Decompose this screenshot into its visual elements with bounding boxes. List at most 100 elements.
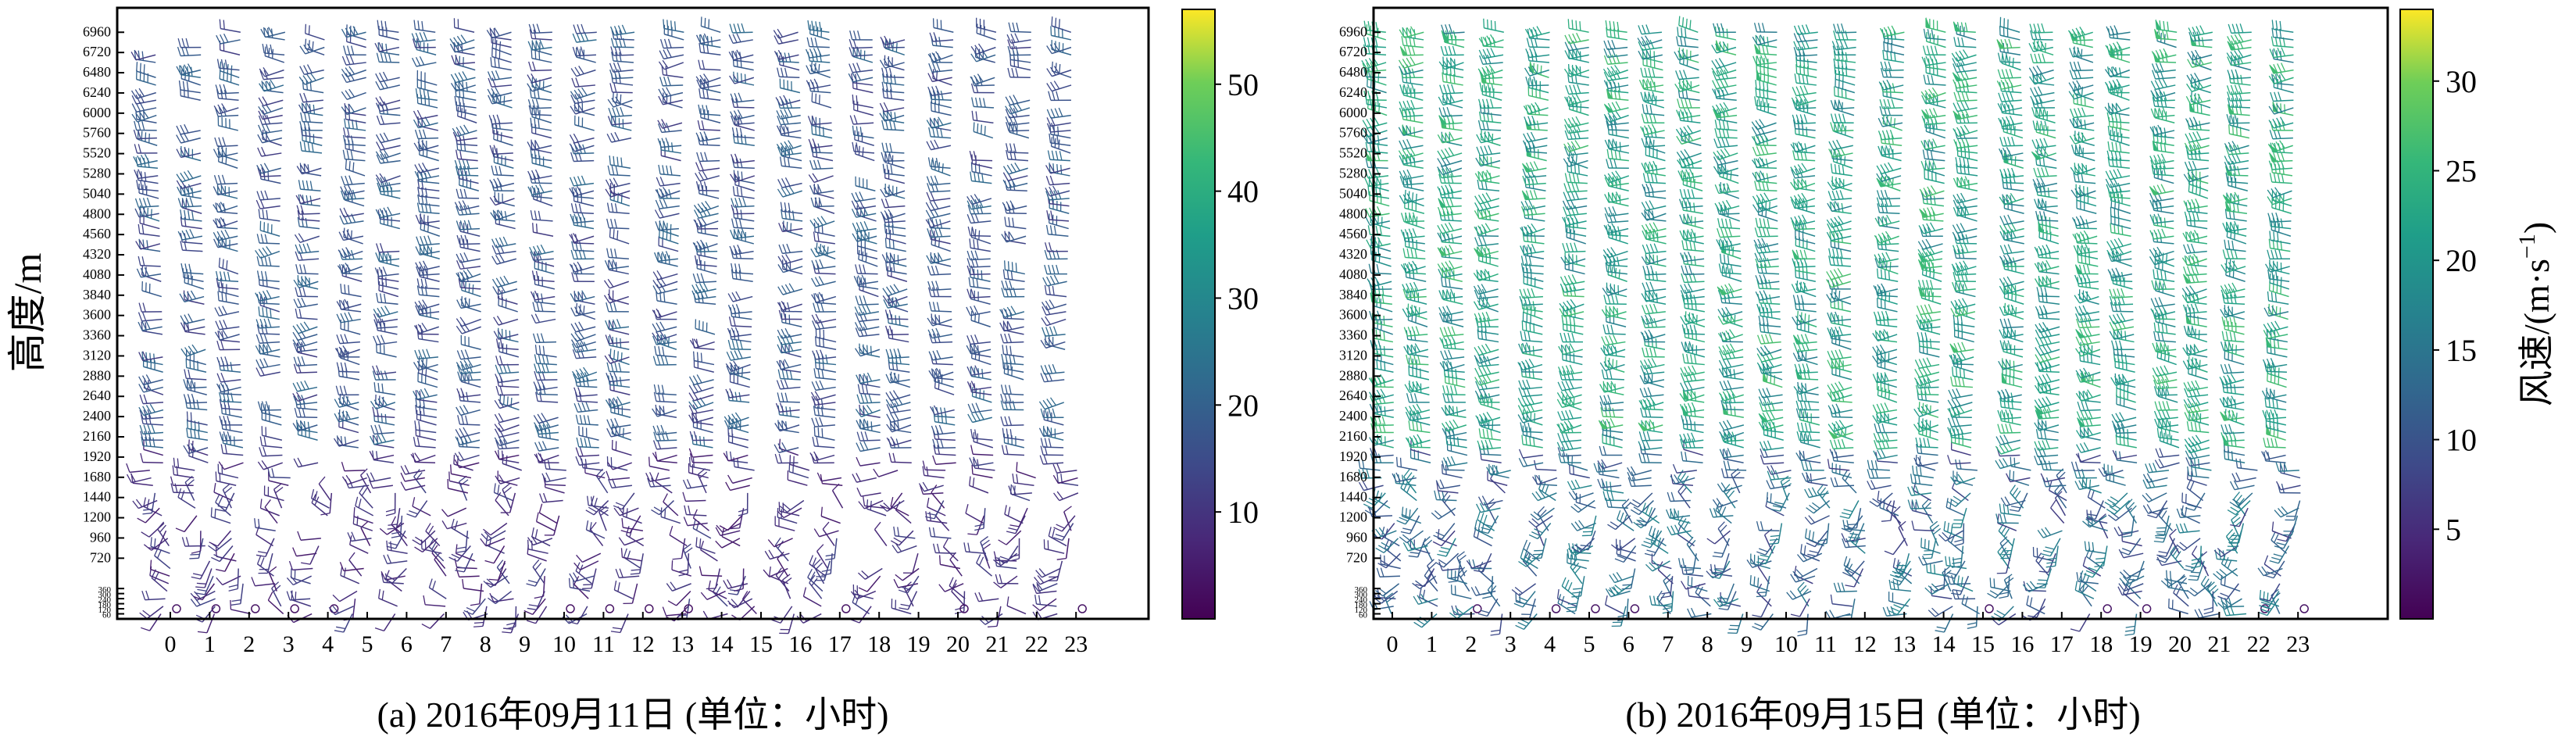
wind-barb <box>414 20 435 33</box>
wind-barb <box>294 356 317 366</box>
wind-barb <box>968 411 992 422</box>
wind-barb <box>967 381 991 391</box>
y-tick-label: 2880 <box>83 367 111 383</box>
wind-barb <box>423 595 445 606</box>
wind-barb <box>215 138 238 147</box>
y-tick-label: 5280 <box>83 165 111 181</box>
wind-barb <box>1445 374 1465 388</box>
wind-barb <box>966 504 984 523</box>
wind-barb <box>377 243 400 252</box>
wind-barb <box>690 374 714 384</box>
wind-barb <box>883 284 907 296</box>
wind-barb <box>1438 261 1462 272</box>
wind-barb <box>256 199 280 209</box>
wind-barb <box>528 99 551 109</box>
wind-barb <box>988 606 1001 627</box>
wind-barb <box>810 184 834 195</box>
wind-barb <box>1033 582 1057 591</box>
wind-barb <box>611 614 628 633</box>
wind-barb <box>933 456 956 464</box>
wind-barb <box>301 126 322 138</box>
wind-barb <box>259 97 283 106</box>
wind-barb <box>658 138 681 147</box>
wind-barb <box>185 399 207 409</box>
wind-barb <box>815 198 834 214</box>
wind-barb <box>888 353 909 364</box>
wind-barb <box>1442 464 1463 477</box>
wind-barb <box>813 350 836 359</box>
wind-barb <box>412 32 435 42</box>
wind-barb <box>655 346 677 357</box>
wind-barb <box>531 291 556 300</box>
wind-barb <box>298 195 320 206</box>
colorbar-tick-label: 40 <box>1227 174 1259 209</box>
wind-barb <box>455 200 479 210</box>
wind-barb <box>588 496 609 508</box>
wind-barb <box>881 36 905 45</box>
wind-barb <box>219 462 243 470</box>
wind-barb <box>886 349 909 358</box>
colorbar-tick: 50 <box>1215 67 1259 102</box>
y-tick-label: 720 <box>90 549 111 565</box>
wind-barb <box>883 73 905 85</box>
wind-barb <box>1436 480 1460 489</box>
wind-barb <box>354 507 373 524</box>
wind-barb <box>531 49 552 63</box>
wind-barb <box>1041 364 1064 374</box>
wind-barb <box>929 350 952 359</box>
wind-barb <box>373 412 395 425</box>
wind-barb <box>530 245 554 256</box>
wind-barb <box>1404 470 1417 493</box>
wind-barb <box>652 322 677 332</box>
wind-barb <box>542 473 566 482</box>
wind-barb <box>813 437 834 448</box>
wind-barb <box>293 392 317 402</box>
wind-barb <box>334 614 352 632</box>
wind-barb <box>536 392 558 402</box>
wind-barb <box>341 284 362 297</box>
wind-barb <box>258 133 282 143</box>
wind-barb <box>134 154 158 165</box>
wind-barb <box>573 24 597 34</box>
wind-barb <box>882 120 904 130</box>
x-tick-label: 14 <box>710 631 734 657</box>
wind-barb <box>374 382 395 395</box>
wind-barb <box>661 39 684 48</box>
wind-barb <box>895 569 919 581</box>
panel-b-barbs <box>1359 16 2308 636</box>
wind-barb <box>886 391 910 401</box>
wind-barb <box>693 273 716 283</box>
wind-barb <box>1007 34 1031 44</box>
wind-barb <box>1010 56 1031 70</box>
wind-barb <box>972 465 992 478</box>
wind-barb <box>606 302 629 312</box>
wind-barb <box>413 56 437 66</box>
wind-barb <box>763 569 788 577</box>
wind-barb <box>695 319 715 334</box>
wind-barb <box>256 319 280 328</box>
wind-barb <box>668 592 691 606</box>
wind-barb <box>651 501 673 515</box>
wind-barb <box>416 427 436 441</box>
wind-barb <box>698 105 720 116</box>
y-tick-label: 4320 <box>83 246 111 262</box>
wind-barb <box>345 119 366 130</box>
wind-barb <box>856 177 875 191</box>
wind-barb <box>414 437 436 448</box>
wind-barb <box>772 606 792 623</box>
wind-barb <box>729 433 749 448</box>
wind-barb <box>386 493 395 516</box>
wind-barb <box>812 259 835 269</box>
wind-barb <box>609 228 629 244</box>
panel-a-barbs <box>127 16 1086 633</box>
wind-barb <box>814 529 838 537</box>
wind-barb <box>184 394 207 403</box>
y-tick-label: 4080 <box>83 266 111 282</box>
wind-barb <box>456 427 480 438</box>
wind-barb <box>138 508 160 523</box>
wind-barb <box>731 373 750 388</box>
wind-barb <box>768 538 792 547</box>
wind-barb <box>576 392 598 402</box>
wind-barb <box>576 415 598 425</box>
